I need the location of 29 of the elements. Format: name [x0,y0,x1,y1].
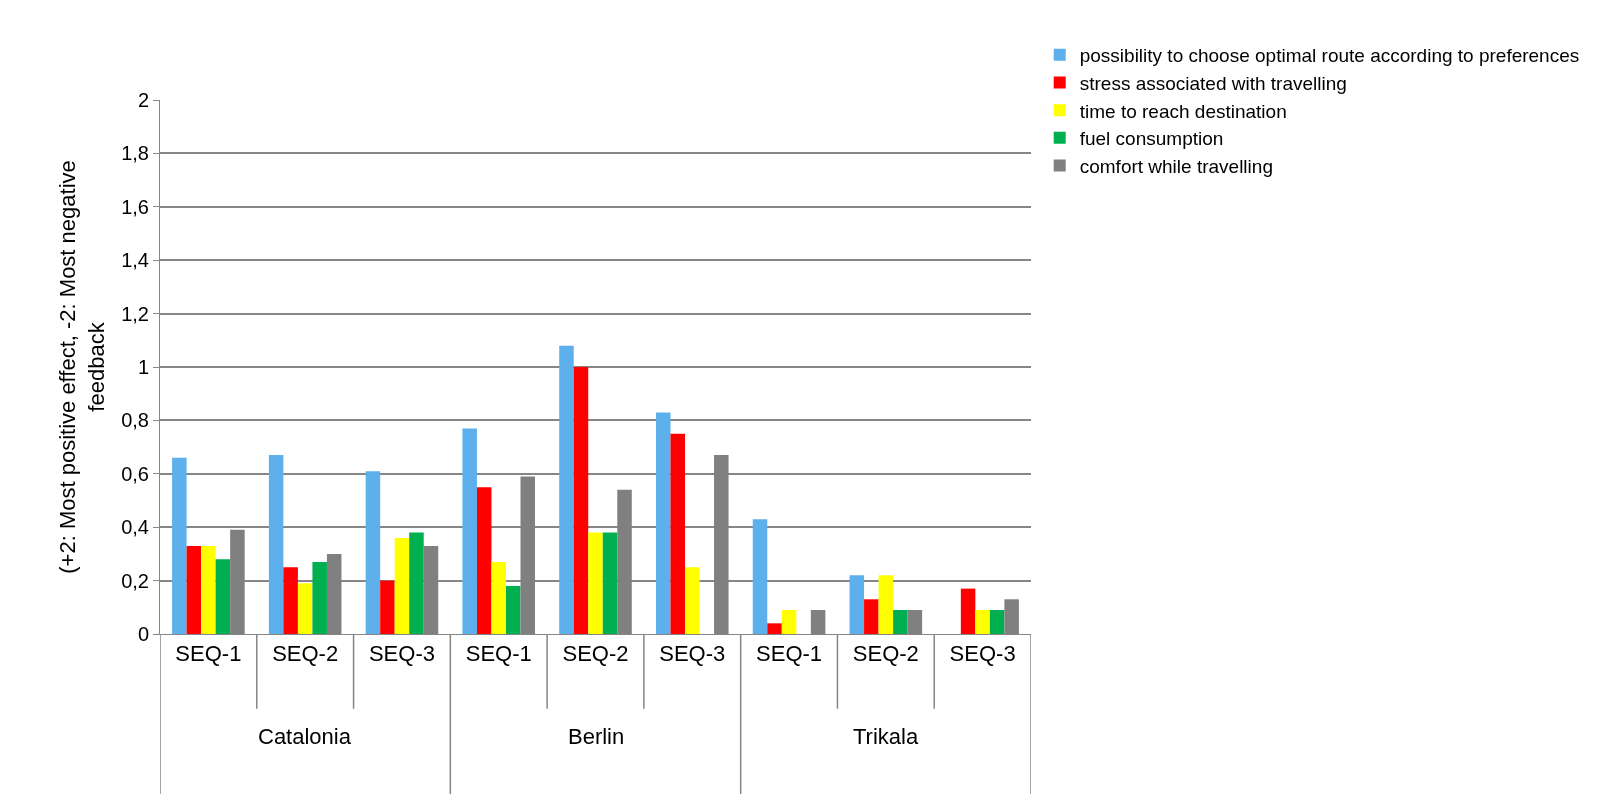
x-tick-label: SEQ-3 [368,641,435,667]
legend-label: comfort while travelling [1079,155,1273,177]
y-tick-label: 0,4 [121,516,149,539]
legend-label: time to reach destination [1079,100,1287,122]
x-tick-label: SEQ-1 [465,641,532,667]
x-tick-label: SEQ-2 [272,641,339,667]
x-tick-label: SEQ-1 [175,641,242,667]
x-tick-label: SEQ-2 [852,641,919,667]
y-tick-label: 0,2 [121,569,149,592]
y-tick-label: 0,8 [121,409,149,432]
y-tick-label: 1 [137,356,149,378]
x-tick-label: SEQ-1 [756,641,823,667]
y-tick-label: 1,8 [121,142,149,165]
y-axis-title: (+2: Most positive effect, -2: Most negative feedback [55,160,109,574]
legend-label: possibility to choose optimal route according to preferences [1079,45,1580,67]
y-tick-label: 1,4 [121,249,149,272]
y-tick-label: 2 [137,89,149,111]
legend-label: stress associated with travelling [1079,72,1347,94]
text: Trikala [853,724,919,749]
text: Catalonia [258,724,352,749]
y-tick-label: 0,6 [121,462,149,485]
x-tick-label: SEQ-2 [562,641,629,667]
x-tick-label: SEQ-3 [949,641,1016,667]
x-tick-label: SEQ-3 [659,641,726,667]
text: Berlin [568,724,625,749]
y-tick-label: 1,6 [121,195,149,218]
y-tick-label: 1,2 [121,302,149,325]
y-tick-label: 0 [137,623,149,645]
legend-label: fuel consumption [1079,128,1224,150]
